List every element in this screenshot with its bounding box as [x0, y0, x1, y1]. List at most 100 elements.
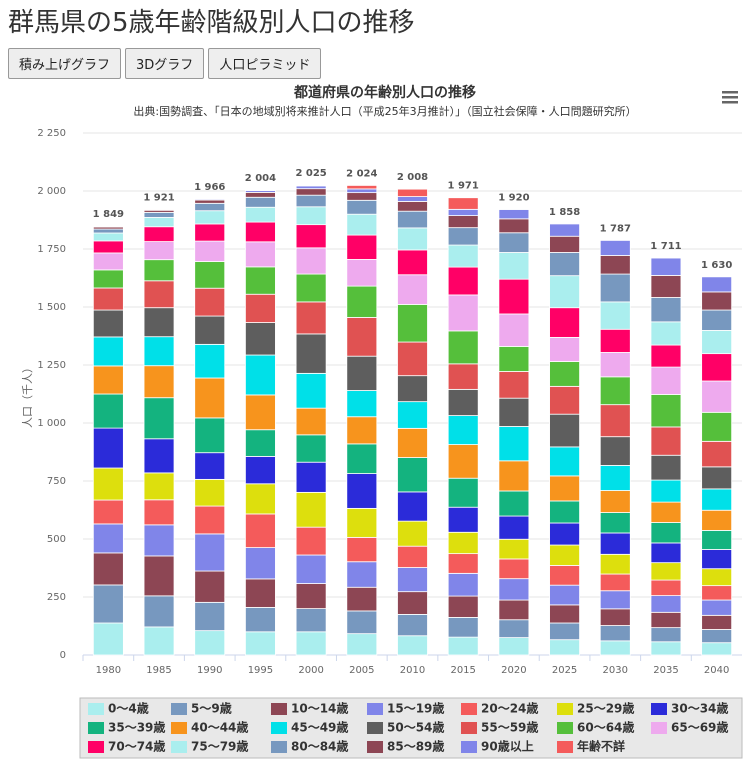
- bar-segment: [397, 614, 428, 637]
- bar-segment: [295, 224, 327, 249]
- bar-segment: [194, 601, 226, 632]
- bar-segment: [447, 208, 479, 216]
- bar-segment: [397, 520, 428, 547]
- bar-segment: [447, 572, 479, 597]
- total-label: 2 025: [295, 168, 326, 179]
- y-tick-label: 1 000: [37, 418, 66, 429]
- bar-segment: [194, 343, 226, 379]
- bar-segment: [599, 240, 631, 256]
- bar-segment: [498, 218, 530, 234]
- bar-segment: [599, 436, 631, 466]
- bar-segment: [650, 394, 682, 428]
- legend-swatch: [367, 741, 383, 753]
- legend-label: 20～24歳: [481, 701, 538, 716]
- button[interactable]: 3Dグラフ: [125, 48, 205, 79]
- x-tick-label: 2030: [603, 665, 628, 676]
- bar-segment: [397, 274, 428, 305]
- legend-label: 50～54歳: [387, 720, 444, 735]
- bar-segment: [701, 614, 733, 630]
- x-tick-label: 2005: [349, 665, 374, 676]
- bar-segment: [346, 199, 378, 215]
- bar-segment: [701, 411, 733, 442]
- bar-segment: [701, 380, 733, 413]
- bar-segment: [346, 390, 378, 418]
- bar-segment: [498, 346, 530, 372]
- bar-segment: [194, 261, 226, 289]
- legend-label: 0～4歳: [108, 701, 149, 716]
- bar-segment: [599, 301, 631, 330]
- bar-segment: [143, 397, 175, 440]
- bar-segment: [599, 255, 631, 275]
- bar-segment: [447, 444, 479, 479]
- bar-segment: [295, 247, 327, 275]
- bar-segment: [143, 336, 175, 367]
- chart-title: 都道府県の年齢別人口の推移: [293, 84, 476, 101]
- legend-swatch: [651, 722, 667, 734]
- bar-segment: [447, 244, 479, 268]
- bar-segment: [498, 515, 530, 540]
- bar-segment: [245, 266, 276, 295]
- bar-segment: [599, 640, 631, 656]
- total-label: 1 711: [650, 241, 681, 252]
- bar-segment: [498, 209, 530, 220]
- button[interactable]: 人口ピラミッド: [208, 48, 322, 79]
- bar-segment: [650, 627, 682, 643]
- bar-segment: [397, 341, 428, 377]
- bar-segment: [549, 235, 580, 253]
- bar-segment: [245, 578, 276, 608]
- bar-segment: [143, 307, 175, 338]
- bar-segment: [701, 330, 733, 355]
- bar-segment: [92, 523, 124, 554]
- bar-segment: [549, 500, 580, 524]
- bar-segment: [549, 475, 580, 502]
- bar-segment: [599, 553, 631, 575]
- legend-swatch: [557, 722, 573, 734]
- bar-segment: [92, 584, 124, 624]
- bar-segment: [447, 636, 479, 656]
- bar-segment: [245, 394, 276, 431]
- bar-segment: [447, 553, 479, 574]
- bar-segment: [498, 460, 530, 492]
- bar-segment: [549, 446, 580, 477]
- bar-segment: [549, 361, 580, 387]
- bar-segment: [245, 513, 276, 548]
- bar-segment: [295, 185, 327, 190]
- bar-segment: [194, 223, 226, 242]
- bar-segment: [549, 336, 580, 362]
- bar-segment: [549, 584, 580, 606]
- bar-segment: [346, 443, 378, 474]
- y-tick-label: 1 500: [37, 302, 66, 313]
- bar-segment: [549, 413, 580, 448]
- bar-segment: [498, 599, 530, 621]
- bar-segment: [650, 579, 682, 597]
- bar-segment: [92, 622, 124, 656]
- bar-segment: [397, 591, 428, 615]
- bar-segment: [549, 565, 580, 586]
- bar-segment: [295, 188, 327, 196]
- bar-segment: [245, 293, 276, 323]
- x-tick-label: 1995: [248, 665, 273, 676]
- bar-segment: [498, 278, 530, 315]
- legend-swatch: [651, 703, 667, 715]
- bar-segment: [701, 642, 733, 656]
- total-label: 1 971: [448, 181, 479, 192]
- bar-segment: [549, 622, 580, 641]
- bar-segment: [143, 438, 175, 474]
- bar-segment: [295, 461, 327, 493]
- x-tick-label: 2015: [450, 665, 475, 676]
- menu-icon[interactable]: [722, 91, 738, 104]
- bar-segment: [295, 583, 327, 610]
- bar-segment: [549, 385, 580, 415]
- bar-segment: [143, 226, 175, 242]
- legend-label: 90歳以上: [481, 739, 534, 754]
- button[interactable]: 積み上げグラフ: [8, 48, 122, 79]
- bar-segment: [194, 417, 226, 454]
- bar-segment: [194, 452, 226, 480]
- bar-segment: [650, 366, 682, 395]
- legend-swatch: [557, 741, 573, 753]
- y-tick-label: 2 000: [37, 186, 66, 197]
- bar-segment: [346, 188, 378, 194]
- bar-segment: [549, 604, 580, 624]
- bar-segment: [397, 196, 428, 202]
- bar-segment: [346, 473, 378, 509]
